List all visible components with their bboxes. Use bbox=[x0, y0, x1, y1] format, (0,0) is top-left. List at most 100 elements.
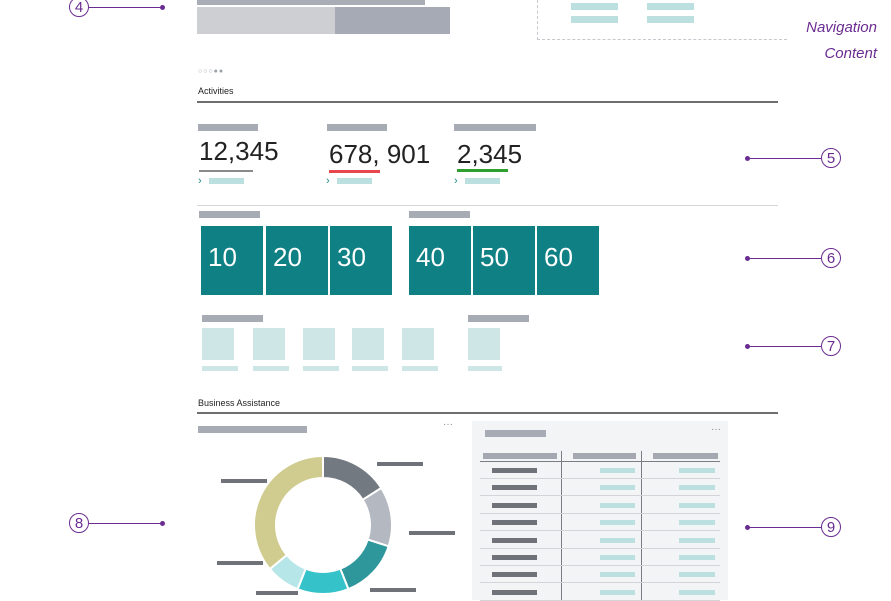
chevron-right-icon[interactable]: › bbox=[454, 175, 458, 187]
callout-dot bbox=[745, 525, 750, 530]
donut-slices bbox=[253, 454, 393, 595]
kpi-link[interactable] bbox=[209, 178, 244, 184]
table-cell bbox=[492, 555, 537, 560]
pie-legend-label bbox=[256, 591, 298, 595]
thumbnail[interactable] bbox=[303, 328, 335, 360]
table-cell bbox=[600, 555, 635, 560]
pie-legend-label bbox=[409, 531, 455, 535]
donut-slice[interactable] bbox=[253, 454, 324, 571]
table-cell bbox=[600, 485, 635, 491]
thumbnail[interactable] bbox=[468, 328, 500, 360]
kpi-link[interactable] bbox=[337, 178, 372, 184]
donut-slice[interactable] bbox=[268, 553, 307, 591]
pager-dots[interactable]: ○○○●● bbox=[198, 68, 225, 75]
tile[interactable]: 30 bbox=[330, 226, 392, 295]
chevron-right-icon[interactable]: › bbox=[326, 175, 330, 187]
table-cell bbox=[679, 537, 715, 543]
callout-5: 5 bbox=[821, 148, 841, 168]
table-cell bbox=[679, 555, 715, 560]
tile-group-label bbox=[199, 211, 260, 218]
more-icon[interactable]: ··· bbox=[711, 424, 721, 435]
table-cell bbox=[492, 537, 537, 543]
thumbnail[interactable] bbox=[402, 328, 434, 360]
pie-legend-label bbox=[221, 479, 267, 483]
thumbnail-caption bbox=[402, 366, 438, 371]
callout-dot bbox=[160, 521, 165, 526]
table-row-rule bbox=[480, 495, 720, 497]
callout-dot bbox=[160, 5, 165, 10]
callout-line bbox=[89, 7, 162, 8]
business-title: Business Assistance bbox=[198, 398, 281, 408]
more-icon[interactable]: ··· bbox=[443, 419, 453, 430]
donut-slice[interactable] bbox=[296, 567, 350, 595]
table-cell bbox=[492, 520, 537, 526]
table-cell bbox=[600, 520, 635, 526]
tile[interactable]: 60 bbox=[537, 226, 599, 295]
tile-value: 40 bbox=[416, 242, 445, 272]
tile[interactable]: 20 bbox=[266, 226, 328, 295]
tile-group-label bbox=[409, 211, 470, 218]
activities-rule bbox=[197, 101, 778, 103]
tile[interactable]: 40 bbox=[409, 226, 471, 295]
table-cell bbox=[492, 589, 537, 595]
pie-legend-label bbox=[370, 588, 416, 592]
chart-card-title bbox=[198, 426, 307, 433]
table-cell bbox=[492, 572, 537, 578]
thumbnail[interactable] bbox=[352, 328, 384, 360]
donut-slice[interactable] bbox=[339, 538, 390, 591]
donut-slice[interactable] bbox=[322, 454, 383, 502]
thumb-group-label bbox=[468, 315, 529, 322]
callout-line bbox=[748, 346, 821, 347]
kpi-value: 678, 901 bbox=[329, 139, 431, 169]
column-divider bbox=[561, 451, 562, 600]
kpi-value: 2,345 bbox=[457, 139, 523, 169]
callout-line bbox=[89, 523, 162, 524]
table-cell bbox=[600, 468, 635, 473]
thumbnail[interactable] bbox=[202, 328, 234, 360]
top-bar-right bbox=[335, 7, 450, 34]
thumbnail-caption bbox=[202, 366, 238, 371]
table-row-rule bbox=[480, 512, 720, 514]
table-header bbox=[573, 453, 636, 459]
tile[interactable]: 50 bbox=[473, 226, 535, 295]
thumbnail[interactable] bbox=[253, 328, 285, 360]
nav-panel bbox=[537, 0, 787, 40]
table-cell bbox=[679, 520, 715, 526]
tile-value: 50 bbox=[480, 242, 509, 272]
table-header-rule bbox=[480, 461, 720, 462]
donut-slice[interactable] bbox=[361, 486, 393, 548]
table-header bbox=[483, 453, 557, 459]
callout-dot bbox=[745, 156, 750, 161]
table-card-title bbox=[485, 430, 546, 437]
table-cell bbox=[600, 572, 635, 578]
table-card bbox=[472, 421, 728, 600]
tile[interactable]: 10 bbox=[201, 226, 263, 295]
tile-value: 30 bbox=[337, 242, 366, 272]
business-rule bbox=[197, 412, 778, 414]
table-row-rule bbox=[480, 547, 720, 549]
tile-value: 60 bbox=[544, 242, 573, 272]
kpi-underline bbox=[199, 170, 253, 172]
kpi-label bbox=[454, 124, 536, 131]
table-cell bbox=[679, 502, 715, 508]
content-label: Content bbox=[824, 45, 877, 62]
table-row-rule bbox=[480, 478, 720, 479]
thumbnail-caption bbox=[468, 366, 502, 371]
kpi-label bbox=[198, 124, 258, 131]
divider bbox=[197, 205, 778, 206]
kpi-link[interactable] bbox=[465, 178, 500, 184]
table-cell bbox=[679, 485, 715, 491]
table-row-rule bbox=[480, 582, 720, 584]
table-header bbox=[653, 453, 718, 459]
nav-placeholder bbox=[571, 3, 618, 10]
top-bar-light bbox=[197, 0, 425, 5]
thumbnail-caption bbox=[253, 366, 289, 371]
table-row-rule bbox=[480, 530, 720, 532]
kpi-label bbox=[327, 124, 387, 131]
tile-value: 20 bbox=[273, 242, 302, 272]
callout-6: 6 bbox=[821, 248, 841, 268]
kpi-underline bbox=[457, 169, 508, 172]
callout-dot bbox=[745, 344, 750, 349]
table-cell bbox=[492, 485, 537, 491]
chevron-right-icon[interactable]: › bbox=[198, 175, 202, 187]
